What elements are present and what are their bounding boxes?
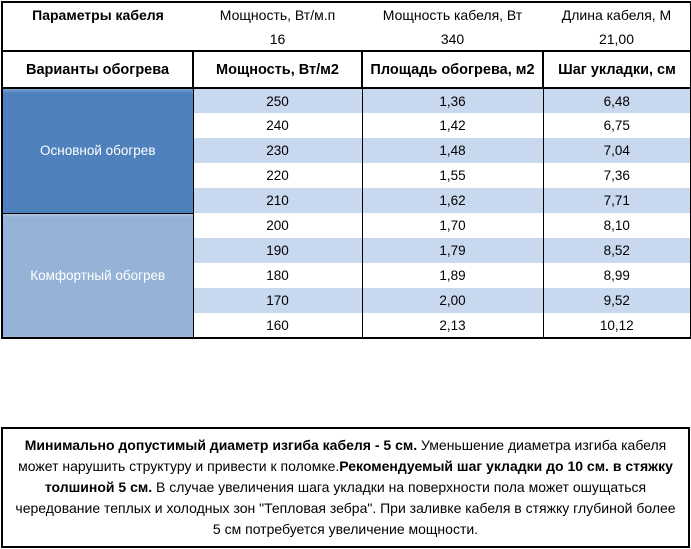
step-cell: 10,12: [542, 313, 691, 338]
column-header-step: Шаг укладки, см: [542, 50, 691, 89]
table-row: Комфортный обогрев 200 1,70 8,10: [1, 212, 691, 339]
power-cell: 190: [192, 238, 363, 263]
table-row: 210 1,62 7,71: [2, 188, 691, 213]
note-text-zebra-warning: В случае увеличения шага укладки на пове…: [15, 479, 676, 537]
area-cell: 1,70: [361, 213, 544, 238]
table-row: 230 1,48 7,04: [2, 138, 691, 163]
step-cell: 6,75: [542, 113, 691, 138]
area-cell: 1,62: [361, 188, 544, 213]
cable-value-power-per-m: 16: [269, 30, 286, 47]
power-cell: 170: [192, 288, 363, 313]
cable-params-values-row: 16 340 21,00: [2, 27, 691, 51]
power-cell: 250: [192, 88, 363, 113]
table-row: 170 2,00 9,52: [2, 288, 691, 313]
area-cell: 1,42: [361, 113, 544, 138]
table-row: Основной обогрев 250 1,36 6,48: [1, 87, 691, 214]
note-text-bold-min-diameter: Минимально допустимый диаметр изгиба каб…: [24, 437, 418, 453]
heating-header-row: Варианты обогрева Мощность, Вт/м2 Площад…: [1, 50, 691, 89]
power-cell: 240: [192, 113, 363, 138]
area-cell: 1,89: [361, 263, 544, 288]
group-cell-main-heating: Основной обогрев: [1, 87, 194, 214]
step-cell: 7,71: [542, 188, 691, 213]
parameters-table: Параметры кабеля Мощность, Вт/м.п Мощнос…: [1, 1, 691, 339]
power-cell: 230: [192, 138, 363, 163]
column-header-power: Мощность, Вт/м2: [192, 50, 363, 89]
cable-params-header-row: Параметры кабеля Мощность, Вт/м.п Мощнос…: [2, 2, 691, 27]
table-row: 180 1,89 8,99: [2, 263, 691, 288]
step-cell: 9,52: [542, 288, 691, 313]
area-cell: 1,79: [361, 238, 544, 263]
column-header-area: Площадь обогрева, м2: [361, 50, 544, 89]
heating-title: Варианты обогрева: [1, 50, 194, 89]
group-cell-comfort-heating: Комфортный обогрев: [1, 212, 194, 339]
table-row: 190 1,79 8,52: [2, 238, 691, 263]
empty-cell: [2, 27, 193, 51]
step-cell: 8,52: [542, 238, 691, 263]
cable-header-total-power: Мощность кабеля, Вт: [382, 7, 523, 23]
table-row: 220 1,55 7,36: [2, 163, 691, 188]
power-cell: 210: [192, 188, 363, 213]
step-cell: 6,48: [542, 88, 691, 113]
cable-value-length: 21,00: [598, 30, 635, 47]
step-cell: 8,10: [542, 213, 691, 238]
cable-header-power-per-m: Мощность, Вт/м.п: [219, 7, 336, 23]
power-cell: 220: [192, 163, 363, 188]
power-cell: 200: [192, 213, 363, 238]
power-cell: 160: [192, 313, 363, 338]
area-cell: 2,13: [361, 313, 544, 338]
power-cell: 180: [192, 263, 363, 288]
cable-params-title: Параметры кабеля: [32, 7, 164, 23]
note-box: Минимально допустимый диаметр изгиба каб…: [1, 427, 690, 548]
cable-value-total-power: 340: [440, 30, 465, 47]
area-cell: 1,55: [361, 163, 544, 188]
table-row: 160 2,13 10,12: [2, 313, 691, 338]
step-cell: 8,99: [542, 263, 691, 288]
note-text-bold-recommended-step: Рекомендуемый шаг укладки до 10 см. в ст…: [44, 458, 673, 495]
step-cell: 7,36: [542, 163, 691, 188]
note-text-diameter-warning: Уменьшение диаметра изгиба кабеля может …: [18, 437, 667, 474]
area-cell: 2,00: [361, 288, 544, 313]
area-cell: 1,48: [361, 138, 544, 163]
cable-header-length: Длина кабеля, М: [561, 7, 672, 23]
area-cell: 1,36: [361, 88, 544, 113]
table-row: 240 1,42 6,75: [2, 113, 691, 138]
step-cell: 7,04: [542, 138, 691, 163]
